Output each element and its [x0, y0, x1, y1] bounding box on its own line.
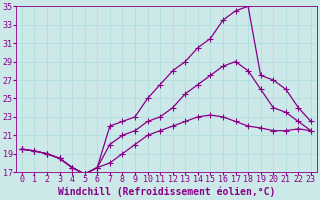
X-axis label: Windchill (Refroidissement éolien,°C): Windchill (Refroidissement éolien,°C)	[58, 187, 275, 197]
